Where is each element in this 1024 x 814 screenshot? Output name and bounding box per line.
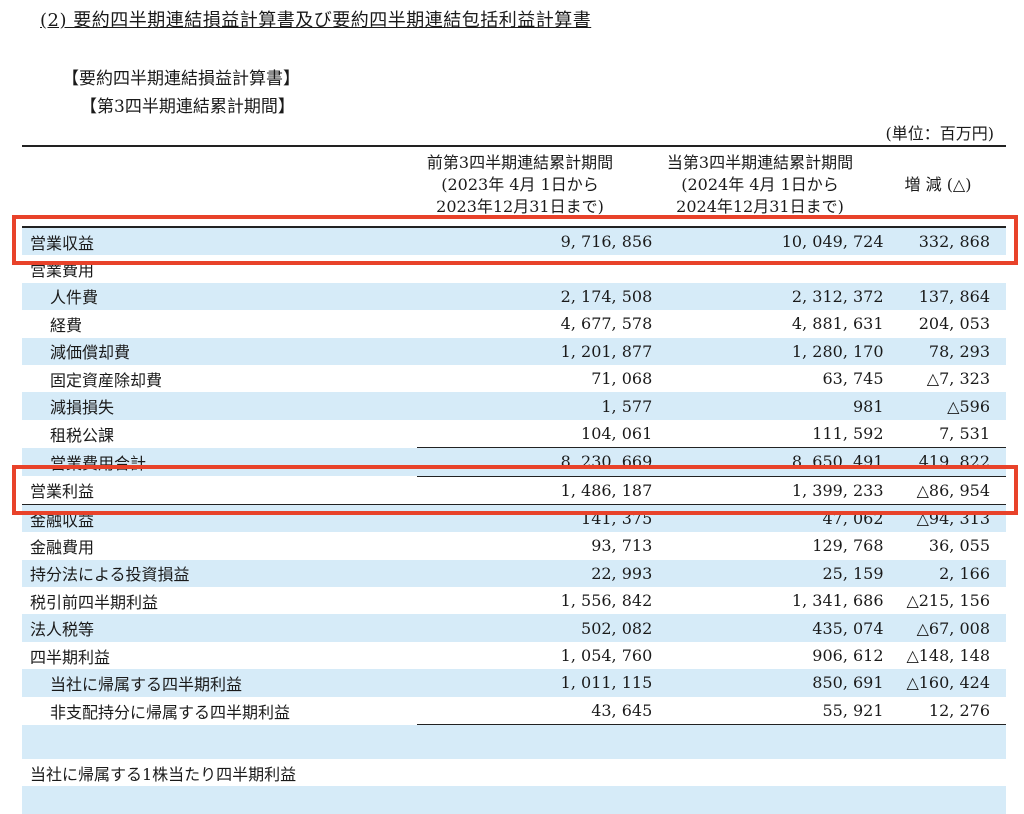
table-row: 当社に帰属する1株当たり四半期利益 bbox=[30, 764, 297, 784]
section-title: (2) 要約四半期連結損益計算書及び要約四半期連結包括利益計算書 bbox=[40, 10, 592, 31]
table-row: 非支配持分に帰属する四半期利益 43, 645 55, 921 12, 276 bbox=[50, 700, 990, 722]
table-row: 人件費 2, 174, 508 2, 312, 372 137, 864 bbox=[22, 282, 1006, 311]
table-row: 四半期利益 1, 054, 760 906, 612 △148, 148 bbox=[30, 646, 990, 667]
table-row: 営業費用 bbox=[30, 261, 95, 281]
table-row: 税引前四半期利益 1, 556, 842 1, 341, 686 △215, 1… bbox=[30, 591, 990, 612]
table-row: 固定資産除却費 71, 068 63, 745 △7, 323 bbox=[50, 369, 990, 390]
column-header-curr: 当第3四半期連結累計期間 (2024年 4月 1日から 2024年12月31日ま… bbox=[666, 153, 854, 216]
table-row bbox=[22, 786, 1006, 814]
unit-label: (単位：百万円) bbox=[885, 124, 995, 143]
table-row: 租税公課 104, 061 111, 592 7, 531 bbox=[50, 423, 990, 445]
income-statement-table: 営業収益 9, 716, 856 10, 049, 724 332, 868 営… bbox=[22, 225, 1006, 814]
table-row: 持分法による投資損益 22, 993 25, 159 2, 166 bbox=[22, 559, 1006, 588]
table-row: 法人税等 502, 082 435, 074 △67, 008 bbox=[22, 614, 1006, 642]
table-row: 営業利益 1, 486, 187 1, 399, 233 △86, 954 bbox=[22, 475, 1006, 505]
table-row: 経費 4, 677, 578 4, 881, 631 204, 053 bbox=[50, 314, 990, 335]
table-row: 減価償却費 1, 201, 877 1, 280, 170 78, 293 bbox=[22, 337, 1006, 365]
table-row: 減損損失 1, 577 981 △596 bbox=[22, 392, 1006, 420]
table-row bbox=[22, 724, 1006, 760]
table-row: 当社に帰属する四半期利益 1, 011, 115 850, 691 △160, … bbox=[22, 669, 1006, 697]
column-header-prev: 前第3四半期連結累計期間 (2023年 4月 1日から 2023年12月31日ま… bbox=[426, 153, 614, 216]
table-row: 金融費用 93, 713 129, 768 36, 055 bbox=[30, 536, 990, 557]
table-row: 金融収益 141, 375 47, 062 △94, 313 bbox=[22, 504, 1006, 533]
period-title: 【第3四半期連結累計期間】 bbox=[80, 97, 295, 117]
highlight-box-operating-revenue bbox=[12, 215, 1018, 265]
highlight-box-operating-income bbox=[12, 465, 1018, 515]
header-top-rule bbox=[22, 145, 1006, 147]
table-row: 営業収益 9, 716, 856 10, 049, 724 332, 868 bbox=[22, 225, 1006, 256]
statement-title: 【要約四半期連結損益計算書】 bbox=[62, 69, 300, 89]
column-header-diff: 増 減 (△) bbox=[904, 175, 972, 194]
